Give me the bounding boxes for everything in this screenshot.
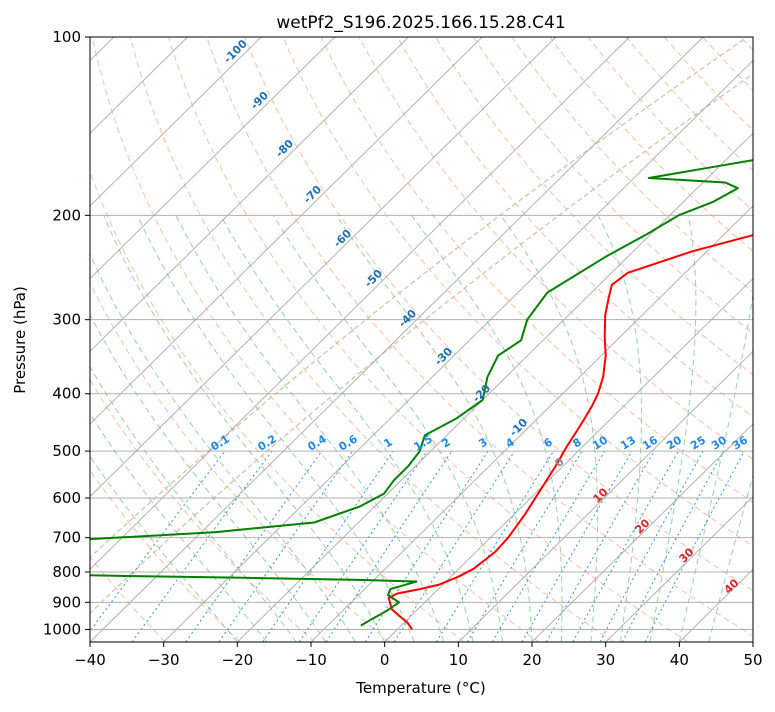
x-tick-label: 20 xyxy=(522,651,541,669)
x-tick-label: −30 xyxy=(148,651,180,669)
x-tick-label: 10 xyxy=(449,651,468,669)
x-tick-label: −40 xyxy=(74,651,106,669)
y-tick-label: 300 xyxy=(52,311,81,329)
y-tick-label: 400 xyxy=(52,385,81,403)
y-tick-label: 900 xyxy=(52,593,81,611)
y-tick-label: 500 xyxy=(52,442,81,460)
y-tick-label: 100 xyxy=(52,28,81,46)
x-tick-label: 30 xyxy=(596,651,615,669)
x-tick-label: 50 xyxy=(743,651,762,669)
y-tick-label: 600 xyxy=(52,489,81,507)
y-tick-label: 800 xyxy=(52,563,81,581)
y-tick-label: 1000 xyxy=(43,620,81,638)
y-tick-label: 700 xyxy=(52,529,81,547)
y-axis-title: Pressure (hPa) xyxy=(11,286,29,394)
chart-title: wetPf2_S196.2025.166.15.28.C41 xyxy=(276,13,565,33)
x-tick-label: 0 xyxy=(380,651,390,669)
y-tick-label: 200 xyxy=(52,206,81,224)
x-tick-label: 40 xyxy=(670,651,689,669)
x-tick-label: −10 xyxy=(295,651,327,669)
x-axis-title: Temperature (°C) xyxy=(355,679,485,697)
x-tick-label: −20 xyxy=(222,651,254,669)
